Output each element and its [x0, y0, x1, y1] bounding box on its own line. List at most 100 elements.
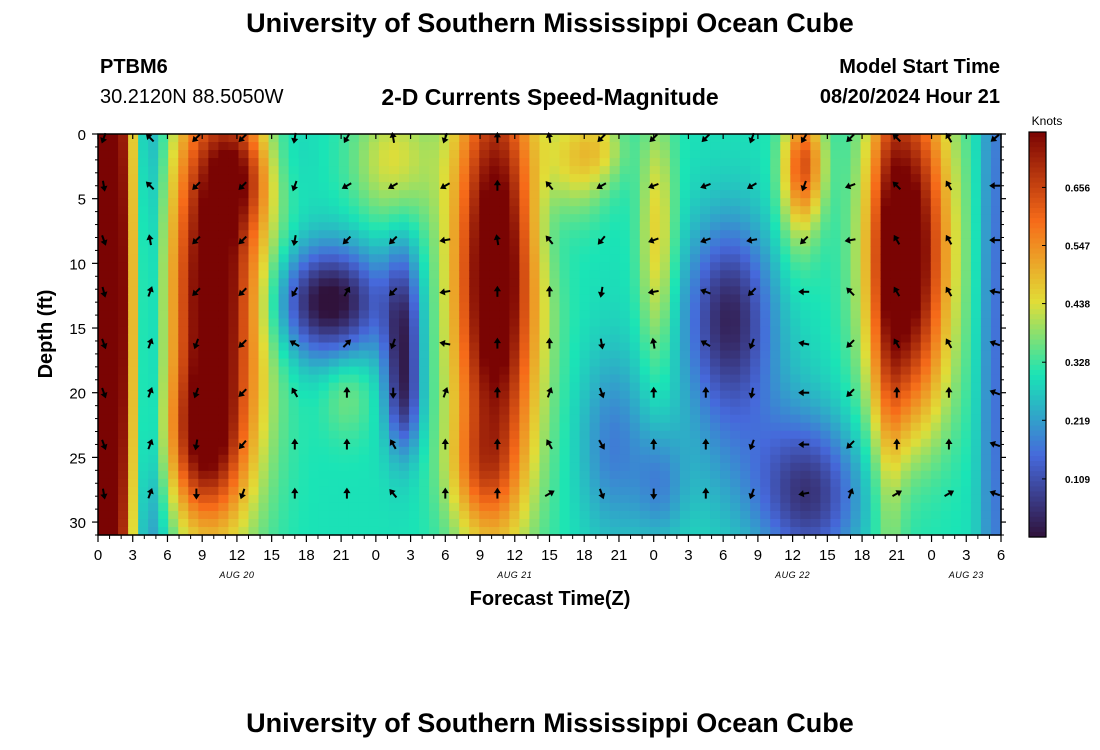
heatmap-cell	[519, 494, 531, 504]
heatmap-cell	[218, 414, 230, 424]
heatmap-cell	[669, 318, 681, 328]
heatmap-cell	[168, 462, 179, 472]
heatmap-cell	[639, 174, 651, 183]
heatmap-cell	[439, 366, 450, 376]
heatmap-cell	[178, 414, 189, 424]
heatmap-cell	[288, 518, 300, 528]
heatmap-cell	[328, 406, 340, 416]
heatmap-cell	[469, 502, 480, 512]
heatmap-cell	[740, 238, 751, 247]
heatmap-cell	[870, 406, 882, 416]
heatmap-cell	[419, 262, 430, 271]
heatmap-cell	[158, 462, 169, 472]
heatmap-cell	[639, 374, 651, 384]
heatmap-cell	[208, 526, 219, 536]
heatmap-cell	[810, 134, 821, 143]
heatmap-cell	[138, 502, 149, 512]
heatmap-cell	[539, 182, 551, 191]
heatmap-cell	[940, 270, 952, 279]
heatmap-cell	[820, 166, 832, 175]
heatmap-cell	[800, 142, 811, 151]
heatmap-cell	[740, 278, 751, 287]
heatmap-cell	[840, 286, 852, 295]
heatmap-cell	[308, 310, 320, 320]
heatmap-cell	[940, 158, 952, 167]
heatmap-cell	[118, 406, 129, 416]
heatmap-cell	[328, 294, 340, 304]
heatmap-cell	[258, 502, 270, 512]
heatmap-cell	[950, 526, 962, 536]
heatmap-cell	[298, 286, 310, 295]
heatmap-cell	[659, 342, 671, 352]
heatmap-cell	[910, 230, 922, 239]
heatmap-cell	[419, 510, 430, 520]
heatmap-cell	[308, 446, 320, 456]
heatmap-cell	[409, 470, 420, 480]
heatmap-cell	[108, 518, 119, 528]
heatmap-cell	[980, 134, 992, 143]
heatmap-cell	[920, 318, 932, 328]
heatmap-cell	[840, 486, 852, 496]
current-arrow	[493, 487, 501, 499]
heatmap-cell	[228, 246, 240, 255]
heatmap-cell	[248, 174, 260, 183]
heatmap-cell	[920, 150, 932, 159]
heatmap-cell	[549, 398, 561, 408]
heatmap-cell	[188, 214, 199, 223]
heatmap-cell	[840, 478, 852, 488]
heatmap-cell	[930, 262, 942, 271]
heatmap-cell	[208, 238, 219, 247]
heatmap-cell	[559, 366, 571, 376]
heatmap-cell	[609, 310, 621, 320]
heatmap-cell	[288, 198, 300, 207]
heatmap-cell	[689, 446, 701, 456]
heatmap-cell	[549, 430, 561, 440]
heatmap-cell	[509, 430, 520, 440]
heatmap-cell	[238, 454, 250, 464]
heatmap-cell	[348, 470, 360, 480]
heatmap-cell	[148, 358, 159, 368]
heatmap-cell	[499, 142, 510, 151]
date-label: AUG 20	[218, 570, 254, 580]
heatmap-cell	[669, 342, 681, 352]
heatmap-cell	[629, 190, 641, 199]
heatmap-cell	[378, 414, 390, 424]
heatmap-cell	[730, 358, 741, 368]
heatmap-cell	[459, 390, 470, 400]
heatmap-cell	[258, 150, 270, 159]
heatmap-cell	[870, 238, 882, 247]
heatmap-cell	[449, 302, 460, 312]
heatmap-cell	[178, 462, 189, 472]
heatmap-cell	[700, 342, 711, 352]
heatmap-cell	[820, 510, 832, 520]
heatmap-cell	[850, 270, 862, 279]
heatmap-cell	[238, 166, 250, 175]
heatmap-cell	[760, 326, 771, 336]
heatmap-cell	[108, 286, 119, 295]
heatmap-cell	[930, 382, 942, 392]
heatmap-cell	[178, 134, 189, 143]
heatmap-cell	[108, 358, 119, 368]
heatmap-cell	[198, 174, 209, 183]
heatmap-cell	[740, 478, 751, 488]
heatmap-cell	[669, 454, 681, 464]
heatmap-cell	[358, 142, 370, 151]
heatmap-cell	[148, 342, 159, 352]
heatmap-cell	[98, 246, 109, 255]
colorbar-cell	[1029, 329, 1046, 336]
heatmap-cell	[348, 310, 360, 320]
heatmap-cell	[469, 286, 480, 295]
heatmap-cell	[790, 390, 801, 400]
heatmap-cell	[328, 206, 340, 215]
heatmap-cell	[649, 414, 661, 424]
heatmap-cell	[700, 198, 711, 207]
heatmap-cell	[750, 342, 761, 352]
heatmap-cell	[589, 182, 601, 191]
heatmap-cell	[539, 390, 551, 400]
heatmap-cell	[740, 302, 751, 312]
heatmap-cell	[950, 358, 962, 368]
heatmap-cell	[800, 526, 811, 536]
heatmap-cell	[298, 190, 310, 199]
heatmap-cell	[900, 142, 912, 151]
heatmap-cell	[800, 134, 811, 143]
